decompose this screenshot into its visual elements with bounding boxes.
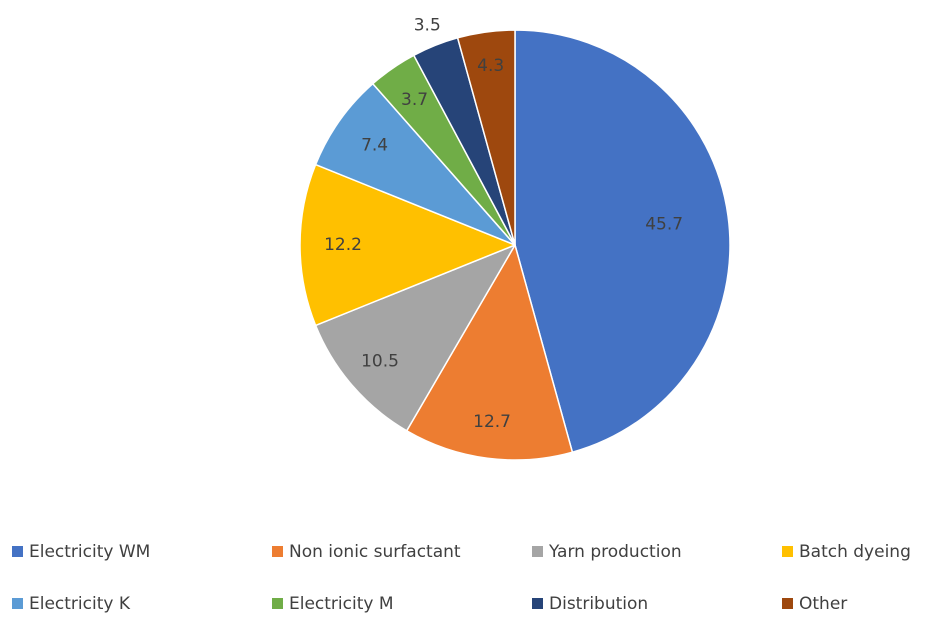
legend-label-electricity-k: Electricity K [29,594,131,614]
legend-swatch-non-ionic-surfactant [272,546,283,557]
legend-item-electricity-m: Electricity M [272,594,394,614]
data-label-yarn-production: 10.5 [361,352,399,372]
data-label-batch-dyeing: 12.2 [324,235,362,255]
legend-label-electricity-m: Electricity M [289,594,394,614]
legend-item-electricity-wm: Electricity WM [12,542,150,562]
legend-swatch-batch-dyeing [782,546,793,557]
legend-swatch-other [782,598,793,609]
data-label-electricity-m: 3.7 [401,90,428,110]
data-label-electricity-k: 7.4 [361,136,388,156]
pie-slice-batch-dyeing [299,163,516,327]
legend-item-non-ionic-surfactant: Non ionic surfactant [272,542,461,562]
data-label-non-ionic-surfactant: 12.7 [473,412,511,432]
legend-swatch-electricity-wm [12,546,23,557]
legend-label-batch-dyeing: Batch dyeing [799,542,911,562]
legend-item-batch-dyeing: Batch dyeing [782,542,911,562]
legend-swatch-distribution [532,598,543,609]
pie-data-labels: 45.7 12.7 10.5 12.2 7.4 3.7 3.5 4.3 [324,15,683,432]
legend-item-yarn-production: Yarn production [532,542,682,562]
legend-item-electricity-k: Electricity K [12,594,131,614]
pie-slice-electricity-wm [514,29,731,453]
legend-item-distribution: Distribution [532,594,648,614]
legend-swatch-yarn-production [532,546,543,557]
pie-slice-non-ionic-surfactant [405,244,574,461]
data-label-distribution: 3.5 [414,15,441,35]
legend-label-electricity-wm: Electricity WM [29,542,150,562]
legend-label-yarn-production: Yarn production [548,542,682,562]
pie-slice-electricity-k [314,82,516,246]
data-label-other: 4.3 [477,56,504,76]
pie-slice-other [456,29,516,246]
legend-swatch-electricity-k [12,598,23,609]
legend: Electricity WM Non ionic surfactant Yarn p… [12,542,911,614]
pie-slices [299,29,731,461]
data-label-electricity-wm: 45.7 [645,215,683,235]
legend-swatch-electricity-m [272,598,283,609]
legend-label-distribution: Distribution [549,594,648,614]
legend-label-other: Other [799,594,847,614]
legend-item-other: Other [782,594,847,614]
legend-label-non-ionic-surfactant: Non ionic surfactant [289,542,461,562]
pie-slice-yarn-production [314,244,516,432]
